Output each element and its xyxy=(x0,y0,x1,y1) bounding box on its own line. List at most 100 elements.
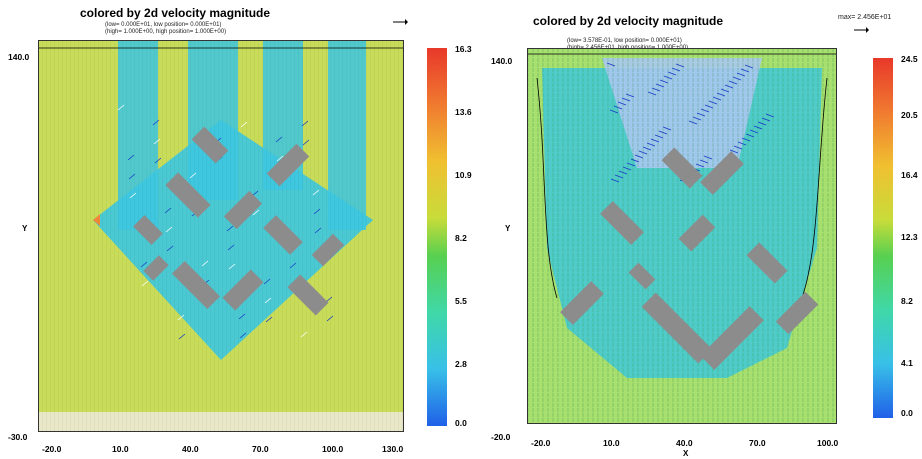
left-arrow-17 xyxy=(326,315,334,322)
right-arrow-7 xyxy=(733,145,743,150)
left-arrow-40 xyxy=(127,154,135,161)
right-xtick-4: 70.0 xyxy=(749,438,766,448)
right-arrow-16 xyxy=(622,166,632,171)
right-arrow-40 xyxy=(646,142,656,147)
right-streamline-left xyxy=(536,77,558,299)
left-ytick-bottom: -30.0 xyxy=(8,432,28,442)
right-arrow-14 xyxy=(700,108,710,113)
right-building-10 xyxy=(628,262,656,290)
left-arrow-41 xyxy=(164,207,172,214)
right-arrow-6 xyxy=(692,116,702,121)
left-xtick-3: 40.0 xyxy=(182,444,199,454)
left-xtick-6: 130.0 xyxy=(382,444,404,454)
left-subtitle-1: (low= 0.000E+01, low position= 0.000E+01… xyxy=(105,22,222,28)
right-xtick-3: 40.0 xyxy=(676,438,693,448)
right-arrow-58 xyxy=(744,64,754,69)
right-arrow-59 xyxy=(625,93,635,98)
right-arrow-44 xyxy=(650,138,660,143)
left-arrow-34 xyxy=(325,296,333,303)
right-arrow-19 xyxy=(745,133,755,138)
right-chart-title: colored by 2d velocity magnitude xyxy=(533,14,724,28)
right-arrow-2 xyxy=(688,120,698,125)
left-arrow-23 xyxy=(128,173,136,180)
right-arrow-53 xyxy=(699,159,709,164)
right-arrow-49 xyxy=(695,163,705,168)
right-arrow-42 xyxy=(728,80,738,85)
right-arrows xyxy=(606,62,775,184)
right-subtitle-1: (low= 3.578E-01, low position= 0.000E+01… xyxy=(567,38,682,44)
right-cb-tick-5: 8.2 xyxy=(901,296,913,306)
right-arrow-48 xyxy=(654,134,664,139)
right-building-6 xyxy=(560,281,604,325)
right-arrow-29 xyxy=(675,63,685,68)
left-cb-tick-5: 5.5 xyxy=(455,296,467,306)
left-xtick-5: 100.0 xyxy=(322,444,344,454)
left-arrow-21 xyxy=(264,297,272,304)
left-xtick-1: -20.0 xyxy=(42,444,62,454)
right-arrow-26 xyxy=(712,96,722,101)
right-xtick-1: -20.0 xyxy=(531,438,551,448)
left-building-1 xyxy=(191,126,229,164)
left-plot-frame xyxy=(38,40,404,432)
right-building-9 xyxy=(775,291,819,335)
left-arrow-9 xyxy=(240,121,248,128)
left-arrow-7 xyxy=(166,245,174,252)
right-building-5 xyxy=(746,242,788,284)
left-panel: colored by 2d velocity magnitude (low= 0… xyxy=(8,6,472,454)
left-arrow-1 xyxy=(154,157,162,164)
left-arrow-36 xyxy=(189,172,197,179)
right-ylabel: Y xyxy=(505,224,511,233)
left-arrow-15 xyxy=(252,209,260,216)
right-arrow-9 xyxy=(655,83,665,88)
left-arrow-35 xyxy=(152,119,160,126)
right-arrow-3 xyxy=(729,149,739,154)
right-arrow-36 xyxy=(642,146,652,151)
right-arrow-39 xyxy=(765,113,775,118)
left-arrow-43 xyxy=(238,313,246,320)
right-arrow-35 xyxy=(761,117,771,122)
left-building-4 xyxy=(223,190,263,230)
left-ytick-top: 140.0 xyxy=(8,52,30,62)
right-arrow-32 xyxy=(638,150,648,155)
right-arrow-11 xyxy=(737,141,747,146)
right-panel: colored by 2d velocity magnitude max= 2.… xyxy=(461,0,922,459)
right-cb-tick-3: 16.4 xyxy=(901,170,918,180)
right-cb-tick-7: 0.0 xyxy=(901,408,913,418)
left-arrow-0 xyxy=(117,104,125,111)
left-arrow-6 xyxy=(129,192,137,199)
right-arrow-10 xyxy=(696,112,706,117)
left-plot-area xyxy=(38,40,404,432)
left-cb-tick-3: 10.9 xyxy=(455,170,472,180)
right-arrow-8 xyxy=(614,174,624,179)
right-arrow-15 xyxy=(741,137,751,142)
right-building-1 xyxy=(661,147,703,189)
left-building-10 xyxy=(287,274,329,316)
left-arrow-38 xyxy=(263,278,271,285)
right-building-3 xyxy=(600,201,644,245)
left-ylabel: Y xyxy=(22,224,28,233)
right-arrow-31 xyxy=(757,121,767,126)
left-cb-tick-1: 16.3 xyxy=(455,44,472,54)
right-arrow-28 xyxy=(634,154,644,159)
right-xtick-5: 100.0 xyxy=(817,438,839,448)
left-arrow-3 xyxy=(228,263,236,270)
right-arrow-43 xyxy=(609,109,619,114)
right-cb-tick-4: 12.3 xyxy=(901,232,918,242)
left-arrow-12 xyxy=(141,280,149,287)
right-arrow-17 xyxy=(663,75,673,80)
left-arrow-11 xyxy=(314,227,322,234)
left-colorbar xyxy=(427,48,447,426)
left-building-7 xyxy=(311,233,345,267)
left-arrow-24 xyxy=(165,226,173,233)
right-xtick-2: 10.0 xyxy=(603,438,620,448)
left-grid-overlay xyxy=(38,40,404,432)
left-arrow-44 xyxy=(275,136,283,143)
right-arrow-1 xyxy=(647,91,657,96)
right-arrow-20 xyxy=(626,162,636,167)
right-cb-tick-1: 24.5 xyxy=(901,54,918,64)
left-arrow-18 xyxy=(153,138,161,145)
right-arrow-55 xyxy=(621,97,631,102)
left-cb-tick-4: 8.2 xyxy=(455,233,467,243)
right-plot-area xyxy=(527,48,837,424)
left-building-2 xyxy=(266,143,310,187)
